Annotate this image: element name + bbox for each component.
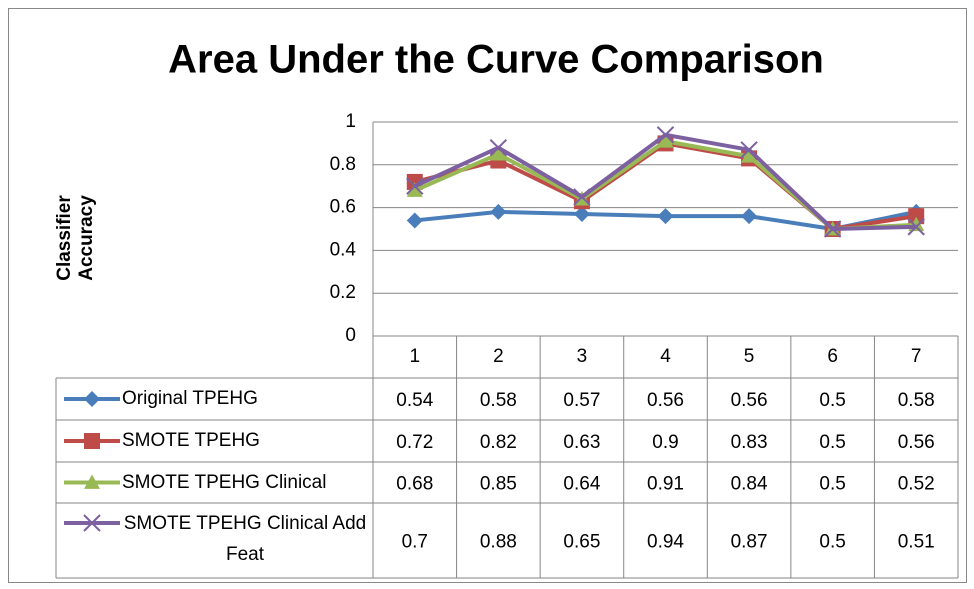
y-tick-label: 0.2 xyxy=(330,282,356,303)
table-value: 0.91 xyxy=(647,474,684,495)
x-tick-label: 6 xyxy=(827,346,838,367)
table-value: 0.5 xyxy=(819,432,845,453)
data-point xyxy=(823,220,842,238)
x-tick-label: 3 xyxy=(577,346,588,367)
chart-border xyxy=(8,8,967,583)
y-tick-label: 0.8 xyxy=(330,154,356,175)
table-value: 0.68 xyxy=(396,474,433,495)
y-tick-label: 0 xyxy=(345,325,356,346)
table-value: 0.5 xyxy=(819,532,845,553)
table-value: 0.83 xyxy=(731,432,768,453)
data-point xyxy=(657,208,674,225)
y-tick-label: 0.6 xyxy=(330,197,356,218)
chart-title: Area Under the Curve Comparison xyxy=(168,38,824,82)
table-value: 0.7 xyxy=(402,532,428,553)
table-value: 0.5 xyxy=(819,390,845,411)
legend-label: SMOTE TPEHG xyxy=(122,430,260,451)
data-point xyxy=(656,126,675,144)
table-value: 0.94 xyxy=(647,532,684,553)
data-point xyxy=(406,182,423,197)
table-value: 0.85 xyxy=(480,474,517,495)
y-tick-label: 0.4 xyxy=(330,239,357,260)
table-value: 0.58 xyxy=(898,390,935,411)
table-value: 0.56 xyxy=(647,390,684,411)
legend-label: Original TPEHG xyxy=(122,388,258,409)
x-tick-label: 4 xyxy=(660,346,671,367)
data-point xyxy=(573,188,591,206)
table-value: 0.54 xyxy=(396,390,433,411)
table-value: 0.58 xyxy=(480,390,517,411)
data-point xyxy=(908,208,925,225)
table-value: 0.5 xyxy=(819,474,845,495)
data-point xyxy=(573,206,590,223)
table-value: 0.56 xyxy=(731,390,768,411)
data-point xyxy=(741,208,758,225)
data-point xyxy=(489,138,508,157)
table-value: 0.63 xyxy=(563,432,600,453)
x-tick-label: 1 xyxy=(409,346,420,367)
table-value: 0.56 xyxy=(898,432,935,453)
data-point xyxy=(406,212,423,229)
data-point xyxy=(490,146,507,161)
data-point xyxy=(490,203,507,220)
table-value: 0.65 xyxy=(563,532,600,553)
table-value: 0.9 xyxy=(652,432,678,453)
table-value: 0.52 xyxy=(898,474,935,495)
data-point xyxy=(657,133,674,148)
table-value: 0.88 xyxy=(480,532,517,553)
table-value: 0.57 xyxy=(563,390,600,411)
table-value: 0.72 xyxy=(396,432,433,453)
x-tick-label: 2 xyxy=(493,346,504,367)
legend-marker xyxy=(83,514,101,532)
table-value: 0.64 xyxy=(563,474,600,495)
legend-label: SMOTE TPEHG Clinical Add Feat xyxy=(123,513,367,565)
table-value: 0.51 xyxy=(898,532,935,553)
data-point xyxy=(741,148,758,163)
x-tick-label: 7 xyxy=(911,346,922,367)
legend-marker xyxy=(84,474,100,489)
legend-marker xyxy=(84,391,100,407)
table-value: 0.84 xyxy=(731,474,768,495)
table-value: 0.87 xyxy=(731,532,768,553)
y-tick-label: 1 xyxy=(345,111,356,132)
table-value: 0.82 xyxy=(480,432,517,453)
y-axis-label: Classifier Accuracy xyxy=(54,195,97,281)
data-point xyxy=(907,218,925,236)
data-point xyxy=(406,177,424,195)
legend-label: SMOTE TPEHG Clinical xyxy=(122,471,327,493)
data-point xyxy=(740,141,758,159)
legend-marker xyxy=(84,433,100,449)
x-tick-label: 5 xyxy=(744,346,755,367)
